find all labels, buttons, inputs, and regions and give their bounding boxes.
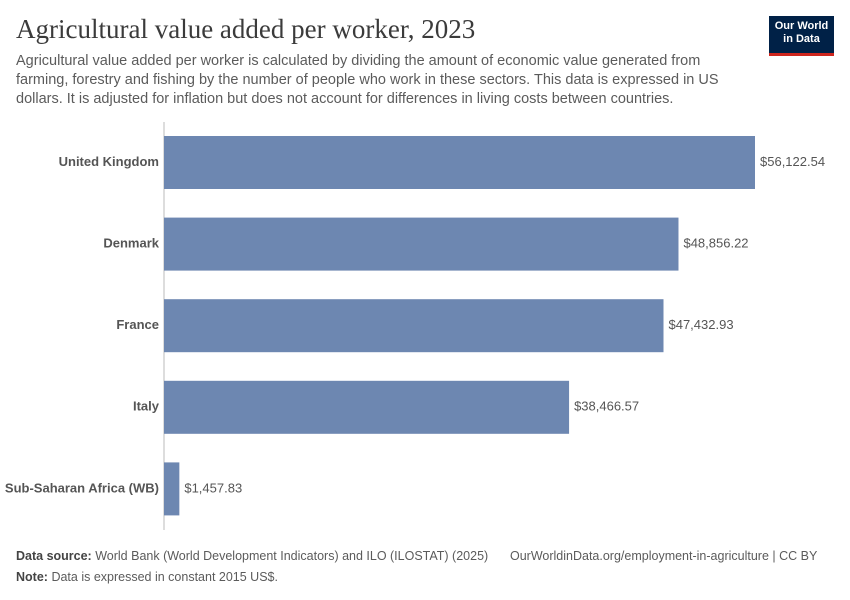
source-label: Data source: bbox=[16, 549, 92, 563]
y-tick-label: Italy bbox=[133, 399, 160, 414]
note: Note: Data is expressed in constant 2015… bbox=[16, 570, 278, 584]
bar bbox=[164, 462, 180, 516]
bar bbox=[164, 136, 755, 189]
y-tick-label: Sub-Saharan Africa (WB) bbox=[5, 480, 159, 495]
bar bbox=[164, 380, 570, 434]
chart-subtitle: Agricultural value added per worker is c… bbox=[16, 53, 719, 107]
bar bbox=[164, 299, 664, 353]
value-label: $48,856.22 bbox=[683, 236, 748, 251]
bar bbox=[164, 217, 679, 271]
value-label: $38,466.57 bbox=[574, 399, 639, 414]
source: Data source: World Bank (World Developme… bbox=[16, 549, 488, 563]
logo[interactable]: Our World in Data bbox=[769, 16, 834, 56]
note-label: Note: bbox=[16, 570, 48, 584]
note-text: Data is expressed in constant 2015 US$. bbox=[51, 570, 278, 584]
chart-title: Agricultural value added per worker, 202… bbox=[16, 14, 476, 44]
y-tick-label: France bbox=[116, 317, 159, 332]
logo-text: Our World bbox=[774, 20, 829, 32]
value-label: $56,122.54 bbox=[760, 154, 825, 169]
chart: United Kingdom $56,122.54 Denmark $48,856.2… bbox=[5, 122, 825, 530]
value-label: $47,432.93 bbox=[668, 317, 733, 332]
y-tick-label: United Kingdom bbox=[59, 154, 159, 169]
source-text: World Bank (World Development Indicators… bbox=[95, 549, 489, 563]
value-label: $1,457.83 bbox=[184, 480, 242, 495]
logo-text: in Data bbox=[783, 32, 820, 45]
y-tick-label: Denmark bbox=[103, 236, 159, 251]
source-url[interactable]: OurWorldinData.org/employment-in-agricul… bbox=[510, 549, 818, 563]
